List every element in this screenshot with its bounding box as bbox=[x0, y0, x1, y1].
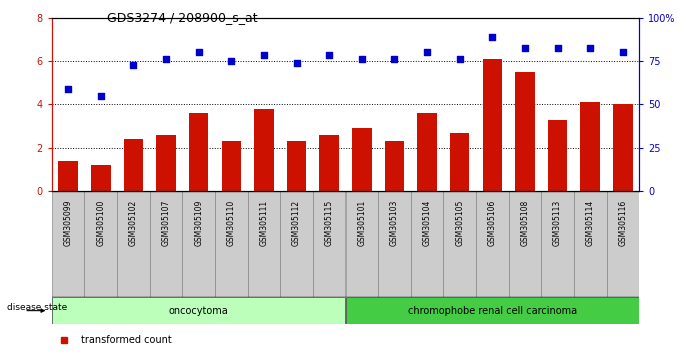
Bar bbox=[444, 191, 476, 297]
Text: GSM305107: GSM305107 bbox=[162, 200, 171, 246]
Bar bbox=[482, 59, 502, 191]
Bar bbox=[156, 135, 176, 191]
Bar bbox=[124, 139, 143, 191]
Bar bbox=[385, 141, 404, 191]
Bar bbox=[607, 191, 639, 297]
Point bbox=[160, 56, 171, 62]
Bar bbox=[287, 141, 306, 191]
Bar bbox=[215, 191, 247, 297]
Bar bbox=[450, 133, 469, 191]
Point bbox=[63, 86, 74, 92]
Bar bbox=[319, 135, 339, 191]
Bar bbox=[150, 191, 182, 297]
Point bbox=[389, 56, 400, 62]
Point bbox=[258, 52, 269, 57]
Bar bbox=[476, 191, 509, 297]
Bar bbox=[52, 297, 346, 324]
Point bbox=[617, 50, 628, 55]
Bar bbox=[346, 297, 639, 324]
Point bbox=[486, 34, 498, 40]
Bar bbox=[541, 191, 574, 297]
Bar bbox=[84, 191, 117, 297]
Point bbox=[323, 52, 334, 57]
Bar bbox=[410, 191, 444, 297]
Text: GSM305116: GSM305116 bbox=[618, 200, 627, 246]
Bar bbox=[613, 104, 633, 191]
Bar bbox=[313, 191, 346, 297]
Text: GSM305103: GSM305103 bbox=[390, 200, 399, 246]
Text: GSM305109: GSM305109 bbox=[194, 200, 203, 246]
Bar bbox=[182, 191, 215, 297]
Text: GSM305113: GSM305113 bbox=[553, 200, 562, 246]
Text: transformed count: transformed count bbox=[81, 335, 172, 345]
Text: GSM305114: GSM305114 bbox=[586, 200, 595, 246]
Text: GSM305102: GSM305102 bbox=[129, 200, 138, 246]
Point bbox=[520, 45, 531, 51]
Bar bbox=[515, 72, 535, 191]
Text: GSM305112: GSM305112 bbox=[292, 200, 301, 246]
Point bbox=[357, 56, 368, 62]
Text: GSM305104: GSM305104 bbox=[423, 200, 432, 246]
Text: disease state: disease state bbox=[7, 303, 67, 312]
Bar bbox=[117, 191, 150, 297]
Text: GSM305108: GSM305108 bbox=[520, 200, 529, 246]
Text: GSM305101: GSM305101 bbox=[357, 200, 366, 246]
Bar bbox=[417, 113, 437, 191]
Bar bbox=[52, 191, 84, 297]
Bar bbox=[189, 113, 209, 191]
Text: GSM305111: GSM305111 bbox=[259, 200, 268, 246]
Bar bbox=[91, 165, 111, 191]
Text: GDS3274 / 208900_s_at: GDS3274 / 208900_s_at bbox=[107, 11, 258, 24]
Text: GSM305105: GSM305105 bbox=[455, 200, 464, 246]
Text: GSM305106: GSM305106 bbox=[488, 200, 497, 246]
Bar bbox=[281, 191, 313, 297]
Point bbox=[585, 45, 596, 51]
Point bbox=[193, 50, 204, 55]
Bar bbox=[352, 128, 372, 191]
Point bbox=[226, 58, 237, 64]
Point bbox=[552, 45, 563, 51]
Bar bbox=[378, 191, 410, 297]
Point bbox=[454, 56, 465, 62]
Text: GSM305115: GSM305115 bbox=[325, 200, 334, 246]
Bar bbox=[509, 191, 541, 297]
Text: oncocytoma: oncocytoma bbox=[169, 306, 229, 316]
Bar bbox=[574, 191, 607, 297]
Text: GSM305099: GSM305099 bbox=[64, 200, 73, 246]
Bar bbox=[580, 102, 600, 191]
Bar bbox=[58, 161, 78, 191]
Text: GSM305110: GSM305110 bbox=[227, 200, 236, 246]
Point bbox=[95, 93, 106, 98]
Text: chromophobe renal cell carcinoma: chromophobe renal cell carcinoma bbox=[408, 306, 577, 316]
Bar bbox=[346, 191, 378, 297]
Point bbox=[128, 63, 139, 68]
Bar bbox=[254, 109, 274, 191]
Text: GSM305100: GSM305100 bbox=[96, 200, 105, 246]
Point bbox=[422, 50, 433, 55]
Bar bbox=[222, 141, 241, 191]
Bar bbox=[247, 191, 281, 297]
Point bbox=[291, 61, 302, 66]
Bar bbox=[548, 120, 567, 191]
